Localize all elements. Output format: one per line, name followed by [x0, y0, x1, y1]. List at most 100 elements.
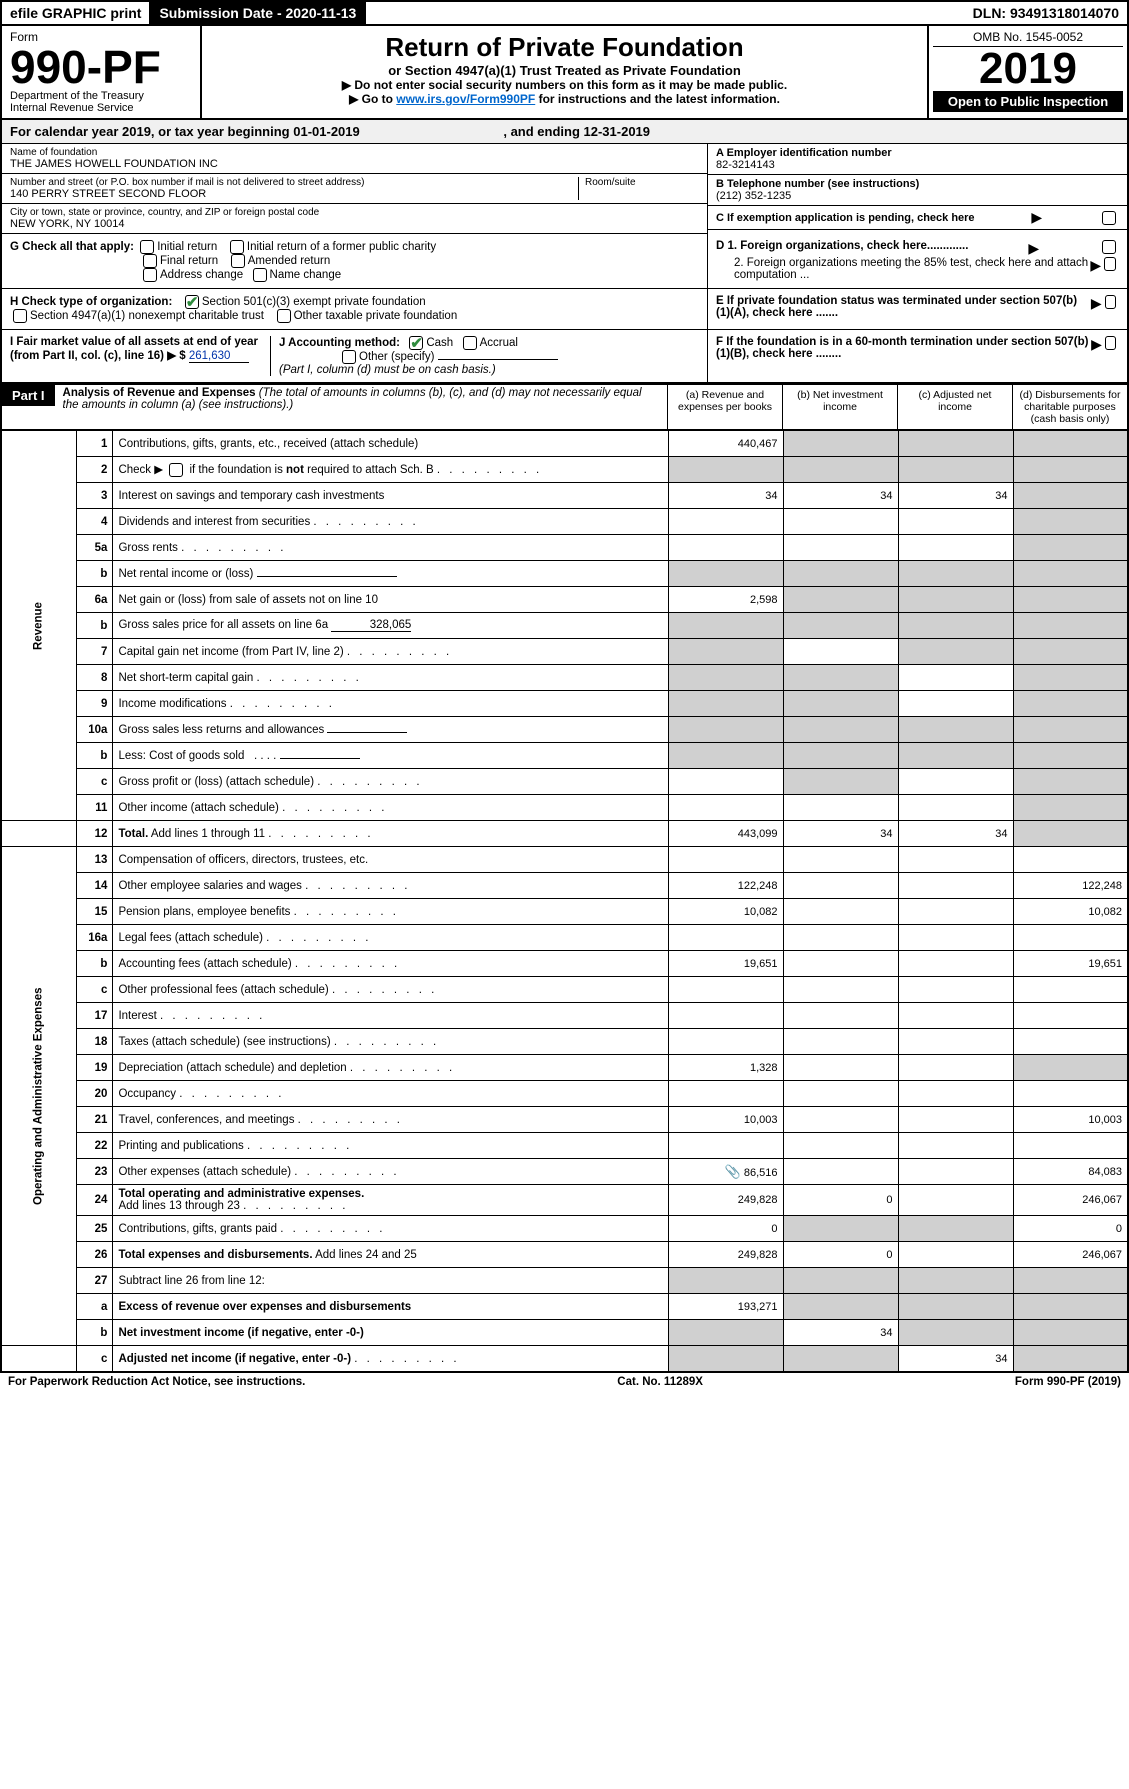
checkbox-f[interactable]	[1105, 336, 1116, 350]
footer-left: For Paperwork Reduction Act Notice, see …	[8, 1376, 305, 1388]
row-27: 27Subtract line 26 from line 12:	[1, 1268, 1128, 1294]
irs-link[interactable]: www.irs.gov/Form990PF	[396, 92, 535, 106]
row-27b: bNet investment income (if negative, ent…	[1, 1320, 1128, 1346]
phone-value: (212) 352-1235	[716, 190, 1119, 202]
row-27a: aExcess of revenue over expenses and dis…	[1, 1294, 1128, 1320]
checkbox-d2[interactable]	[1104, 257, 1116, 271]
row-13: Operating and Administrative Expenses 13…	[1, 847, 1128, 873]
city-state-zip: NEW YORK, NY 10014	[10, 218, 699, 230]
section-c: C If exemption application is pending, c…	[716, 212, 975, 224]
form-subtitle: or Section 4947(a)(1) Trust Treated as P…	[214, 63, 915, 78]
checkbox-cash[interactable]	[409, 336, 423, 350]
row-7: 7Capital gain net income (from Part IV, …	[1, 639, 1128, 665]
row-21: 21Travel, conferences, and meetings 10,0…	[1, 1107, 1128, 1133]
foundation-name: THE JAMES HOWELL FOUNDATION INC	[10, 158, 699, 170]
row-10a: 10aGross sales less returns and allowanc…	[1, 717, 1128, 743]
tax-year: 2019	[933, 47, 1123, 91]
g-label: G Check all that apply:	[10, 241, 134, 253]
checkbox-4947[interactable]	[13, 309, 27, 323]
top-bar: efile GRAPHIC print Submission Date - 20…	[0, 0, 1129, 26]
row-5b: bNet rental income or (loss)	[1, 561, 1128, 587]
form-number: 990-PF	[10, 41, 161, 93]
checkbox-other-method[interactable]	[342, 350, 356, 364]
form-header: Form 990-PF Department of the Treasury I…	[0, 26, 1129, 120]
row-17: 17Interest	[1, 1003, 1128, 1029]
checkbox-final[interactable]	[143, 254, 157, 268]
revenue-side-label: Revenue	[1, 431, 77, 821]
checkbox-initial[interactable]	[140, 240, 154, 254]
checkbox-accrual[interactable]	[463, 336, 477, 350]
row-15: 15Pension plans, employee benefits 10,08…	[1, 899, 1128, 925]
room-label: Room/suite	[585, 177, 699, 188]
part1-header: Part I Analysis of Revenue and Expenses …	[0, 384, 1129, 430]
checkbox-e[interactable]	[1105, 295, 1116, 309]
row-10b: bLess: Cost of goods sold . . . .	[1, 743, 1128, 769]
row-5a: 5aGross rents	[1, 535, 1128, 561]
name-label: Name of foundation	[10, 147, 699, 158]
row-22: 22Printing and publications	[1, 1133, 1128, 1159]
row-20: 20Occupancy	[1, 1081, 1128, 1107]
h-label: H Check type of organization:	[10, 296, 172, 308]
city-label: City or town, state or province, country…	[10, 207, 699, 218]
col-c-header: (c) Adjusted net income	[897, 385, 1012, 429]
checkbox-501c3[interactable]	[185, 295, 199, 309]
part1-tab: Part I	[2, 385, 55, 406]
row-16b: bAccounting fees (attach schedule) 19,65…	[1, 951, 1128, 977]
row-19: 19Depreciation (attach schedule) and dep…	[1, 1055, 1128, 1081]
row-3: 3Interest on savings and temporary cash …	[1, 483, 1128, 509]
ein-label: A Employer identification number	[716, 147, 1119, 159]
checkbox-c[interactable]	[1102, 211, 1116, 225]
checkbox-addr-change[interactable]	[143, 268, 157, 282]
checkbox-d1[interactable]	[1102, 240, 1116, 254]
checkbox-initial-former[interactable]	[230, 240, 244, 254]
row-1: Revenue 1Contributions, gifts, grants, e…	[1, 431, 1128, 457]
row-24: 24Total operating and administrative exp…	[1, 1185, 1128, 1216]
addr-label: Number and street (or P.O. box number if…	[10, 177, 578, 188]
row-6a: 6aNet gain or (loss) from sale of assets…	[1, 587, 1128, 613]
row-6b: bGross sales price for all assets on lin…	[1, 613, 1128, 639]
row-12: 12Total. Add lines 1 through 11 443,0993…	[1, 821, 1128, 847]
part1-title: Analysis of Revenue and Expenses	[63, 387, 256, 399]
row-23: 23Other expenses (attach schedule) 📎 86,…	[1, 1159, 1128, 1185]
footer-right: Form 990-PF (2019)	[1015, 1376, 1121, 1388]
row-11: 11Other income (attach schedule)	[1, 795, 1128, 821]
dept-treasury: Department of the Treasury	[10, 90, 192, 102]
col-d-header: (d) Disbursements for charitable purpose…	[1012, 385, 1127, 429]
section-d2: 2. Foreign organizations meeting the 85%…	[716, 257, 1090, 281]
row-18: 18Taxes (attach schedule) (see instructi…	[1, 1029, 1128, 1055]
expenses-side-label: Operating and Administrative Expenses	[1, 847, 77, 1346]
row-10c: cGross profit or (loss) (attach schedule…	[1, 769, 1128, 795]
footer-mid: Cat. No. 11289X	[617, 1376, 703, 1388]
form-title: Return of Private Foundation	[214, 32, 915, 63]
section-g: G Check all that apply: Initial return I…	[0, 234, 1129, 289]
section-d1: D 1. Foreign organizations, check here..…	[716, 240, 968, 257]
attachment-icon[interactable]: 📎	[725, 1164, 741, 1179]
dln: DLN: 93491318014070	[965, 2, 1127, 24]
checkbox-sch-b[interactable]	[169, 463, 183, 477]
instruction-1: ▶ Do not enter social security numbers o…	[214, 78, 915, 92]
row-16c: cOther professional fees (attach schedul…	[1, 977, 1128, 1003]
checkbox-other-taxable[interactable]	[277, 309, 291, 323]
calendar-year-row: For calendar year 2019, or tax year begi…	[0, 120, 1129, 144]
row-16a: 16aLegal fees (attach schedule)	[1, 925, 1128, 951]
col-a-header: (a) Revenue and expenses per books	[667, 385, 782, 429]
fmv-value: 261,630	[189, 350, 249, 363]
row-14: 14Other employee salaries and wages 122,…	[1, 873, 1128, 899]
entity-info: Name of foundation THE JAMES HOWELL FOUN…	[0, 144, 1129, 234]
section-i-j: I Fair market value of all assets at end…	[0, 330, 1129, 384]
section-e: E If private foundation status was termi…	[716, 295, 1091, 323]
row-8: 8Net short-term capital gain	[1, 665, 1128, 691]
instruction-2: ▶ Go to www.irs.gov/Form990PF for instru…	[214, 92, 915, 106]
street-address: 140 PERRY STREET SECOND FLOOR	[10, 188, 578, 200]
open-public: Open to Public Inspection	[933, 91, 1123, 112]
part1-table: Revenue 1Contributions, gifts, grants, e…	[0, 430, 1129, 1372]
efile-label: efile GRAPHIC print	[2, 2, 151, 24]
checkbox-name-change[interactable]	[253, 268, 267, 282]
submission-date: Submission Date - 2020-11-13	[151, 2, 366, 24]
row-2: 2Check ▶ if the foundation is not requir…	[1, 457, 1128, 483]
ein-value: 82-3214143	[716, 159, 1119, 171]
row-25: 25Contributions, gifts, grants paid 00	[1, 1216, 1128, 1242]
col-b-header: (b) Net investment income	[782, 385, 897, 429]
row-9: 9Income modifications	[1, 691, 1128, 717]
checkbox-amended[interactable]	[231, 254, 245, 268]
